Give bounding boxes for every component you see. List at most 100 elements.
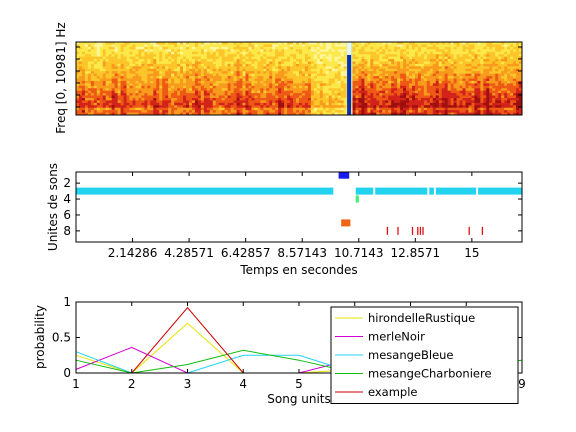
spectrogram-cell	[147, 56, 151, 60]
spectrogram-cell	[364, 107, 368, 111]
spectrogram-cell	[147, 54, 151, 57]
spectrogram-cell	[248, 44, 252, 48]
spectrogram-cell	[117, 71, 121, 75]
spectrogram-cell	[221, 107, 226, 111]
spectrogram-cell	[510, 90, 514, 94]
spectrogram-cell	[78, 66, 83, 70]
spectrogram-cell	[209, 88, 214, 92]
spectrogram-cell	[394, 112, 398, 116]
spectrogram-cell	[474, 44, 478, 48]
spectrogram-cell	[90, 80, 95, 84]
spectrogram-cell	[441, 88, 446, 92]
spectrogram-cell	[120, 44, 124, 48]
spectrogram-cell	[349, 97, 353, 101]
spectrogram-cell	[307, 51, 312, 55]
spectrogram-cell	[269, 80, 273, 84]
spectrogram-cell	[281, 61, 285, 65]
spectrogram-cell	[299, 54, 303, 57]
spectrogram-cell	[355, 93, 359, 96]
spectrogram-cell	[147, 76, 151, 79]
spectrogram-cell	[456, 88, 460, 92]
spectrogram-cell	[242, 95, 246, 99]
spectrogram-cell	[120, 78, 124, 82]
spectrogram-cell	[138, 90, 142, 94]
spectrogram-cell	[215, 107, 220, 111]
spectrogram-cell	[313, 46, 318, 50]
spectrogram-cell	[438, 63, 443, 67]
spectrogram-cell	[420, 59, 425, 62]
spectrogram-cell	[212, 97, 217, 101]
spectrogram-cell	[203, 88, 208, 92]
spectrogram-cell	[361, 90, 365, 94]
spectrogram-cell	[287, 85, 291, 89]
spectrogram-cell	[447, 90, 452, 94]
spectrogram-cell	[206, 112, 211, 116]
spectrogram-cell	[194, 110, 199, 113]
spectrogram-cell	[114, 63, 119, 67]
spectrogram-cell	[358, 102, 362, 106]
spectrogram-cell	[403, 78, 407, 82]
spectrogram-cell	[102, 73, 107, 77]
spectrogram-cell	[486, 88, 490, 92]
spectrogram-cell	[328, 97, 333, 101]
spectrogram-cell	[417, 95, 422, 99]
spectrogram-cell	[215, 71, 220, 75]
spectrogram-cell	[239, 88, 243, 92]
spectrogram-cell	[260, 76, 264, 79]
spectrogram-cell	[233, 61, 237, 65]
spectrogram-cell	[96, 44, 101, 48]
spectrogram-cell	[486, 56, 490, 60]
spectrogram-cell	[129, 46, 133, 50]
spectrogram-cell	[307, 88, 312, 92]
spectrogram-cell	[84, 59, 89, 62]
spectrogram-cell	[382, 78, 386, 82]
spectrogram-cell	[301, 56, 306, 60]
spectrogram-cell	[432, 78, 437, 82]
spectrogram-cell	[218, 90, 223, 94]
spectrogram-cell	[227, 71, 232, 75]
spectrogram-cell	[447, 95, 452, 99]
spectrogram-cell	[299, 61, 303, 65]
spectrogram-cell	[78, 107, 83, 111]
spectrogram-cell	[486, 107, 490, 111]
spectrogram-cell	[486, 42, 490, 45]
spectrogram-cell	[420, 90, 425, 94]
spectrogram-cell	[242, 97, 246, 101]
spectrogram-cell	[349, 88, 353, 92]
spectrogram-cell	[186, 61, 190, 65]
spectrogram-cell	[507, 100, 511, 104]
spectrogram-cell	[287, 42, 291, 45]
spectrogram-cell	[209, 78, 214, 82]
spectrogram-cell	[272, 80, 276, 84]
spectrogram-cell	[221, 54, 226, 57]
spectrogram-cell	[293, 71, 297, 75]
spectrogram-cell	[483, 112, 487, 116]
spectrogram-cell	[177, 66, 181, 70]
spectrogram-cell	[432, 46, 437, 50]
spectrogram-cell	[257, 85, 261, 89]
spectrogram-cell	[447, 93, 452, 96]
spectrogram-cell	[96, 105, 101, 109]
spectrogram-cell	[486, 61, 490, 65]
spectrogram-cell	[227, 44, 232, 48]
spectrogram-cell	[343, 71, 347, 75]
spectrogram-cell	[120, 97, 124, 101]
spectrogram-cell	[423, 110, 428, 113]
spectrogram-cell	[263, 61, 267, 65]
spectrogram-cell	[423, 54, 428, 57]
spectrogram-cell	[221, 80, 226, 84]
spectrogram-cell	[495, 85, 499, 89]
spectrogram-cell	[334, 102, 339, 106]
spectrogram-cell	[444, 78, 449, 82]
spectrogram-cell	[257, 51, 261, 55]
units-ytick-label: 6	[63, 208, 71, 222]
spectrogram-cell	[153, 49, 157, 53]
spectrogram-cell	[132, 105, 136, 109]
spectrogram-cell	[456, 56, 460, 60]
spectrogram-cell	[171, 51, 175, 55]
spectrogram-cell	[450, 73, 455, 77]
spectrogram-cell	[153, 110, 157, 113]
spectrogram-cell	[304, 44, 309, 48]
spectrogram-cell	[322, 100, 327, 104]
spectrogram-cell	[349, 107, 353, 111]
